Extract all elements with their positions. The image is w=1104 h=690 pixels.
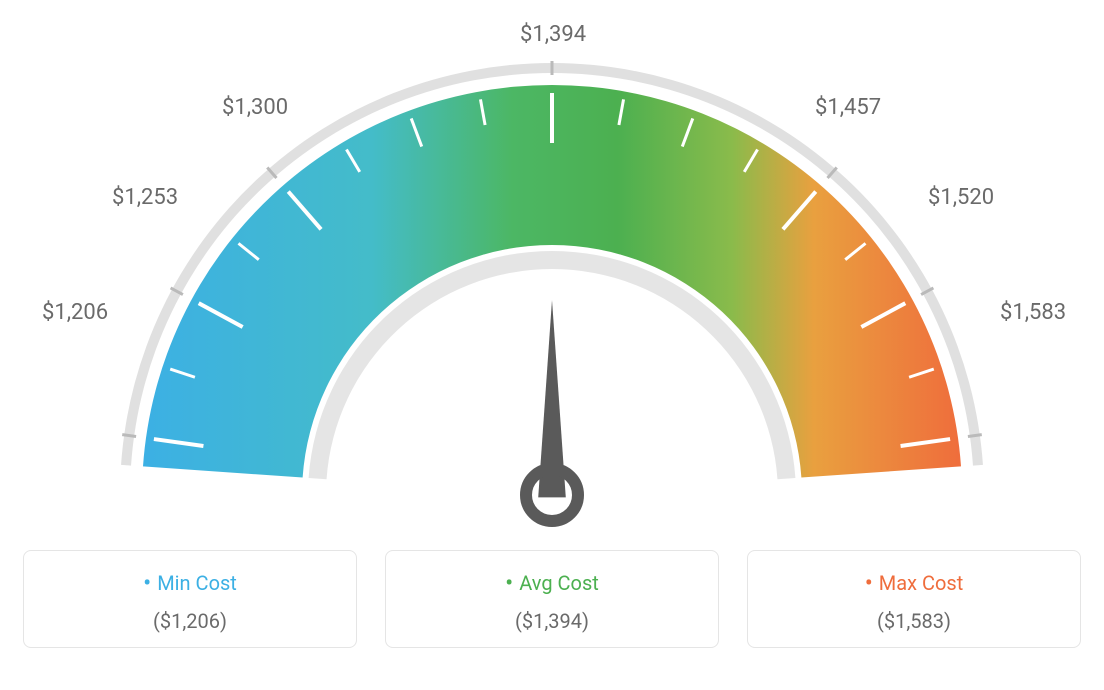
- gauge-tick-label: $1,206: [42, 300, 108, 325]
- legend-value-max: ($1,583): [754, 609, 1074, 633]
- gauge-tick-label: $1,253: [112, 185, 178, 210]
- gauge-tick-label: $1,457: [815, 95, 881, 120]
- legend-card-avg: Avg Cost ($1,394): [385, 550, 719, 648]
- gauge-tick-label: $1,583: [1000, 300, 1066, 325]
- legend-title-max: Max Cost: [754, 569, 1074, 597]
- gauge-tick-label: $1,520: [928, 185, 994, 210]
- legend-value-min: ($1,206): [30, 609, 350, 633]
- legend-title-avg: Avg Cost: [392, 569, 712, 597]
- gauge-tick-label: $1,300: [222, 95, 288, 120]
- legend-value-avg: ($1,394): [392, 609, 712, 633]
- legend-title-min: Min Cost: [30, 569, 350, 597]
- legend-card-min: Min Cost ($1,206): [23, 550, 357, 648]
- cost-gauge: $1,206 $1,253 $1,300 $1,394 $1,457 $1,520 $1,5…: [0, 0, 1104, 560]
- gauge-tick-label: $1,394: [520, 22, 586, 47]
- legend-card-max: Max Cost ($1,583): [747, 550, 1081, 648]
- gauge-svg: [0, 0, 1104, 560]
- legend-row: Min Cost ($1,206) Avg Cost ($1,394) Max …: [23, 550, 1081, 648]
